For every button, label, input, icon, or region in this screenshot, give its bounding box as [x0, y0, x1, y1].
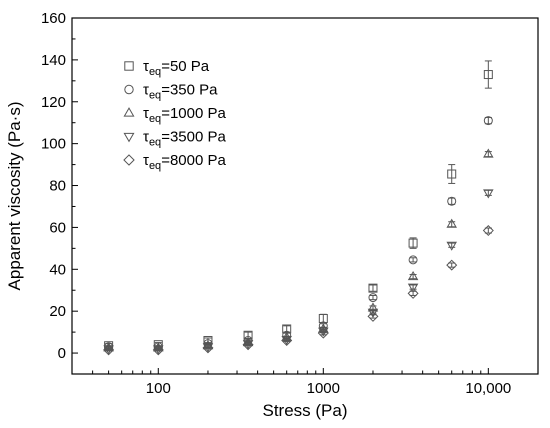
legend-entry-label: τeq=1000 Pa	[143, 105, 226, 125]
diamond-marker	[446, 259, 458, 271]
triangle-down-marker	[483, 189, 494, 199]
triangle-down-marker	[367, 308, 379, 318]
y-tick-label: 40	[49, 261, 66, 278]
y-tick-label: 60	[49, 219, 66, 236]
series-layer	[103, 60, 494, 356]
triangle-up-marker	[407, 271, 419, 281]
triangle-down-marker	[242, 340, 254, 350]
y-tick-label: 100	[41, 136, 66, 153]
y-axis: 0 20 40 60 80 100 120 140 160	[41, 10, 78, 362]
y-tick-label: 80	[49, 178, 66, 195]
legend-entry-label: τeq=8000 Pa	[143, 152, 226, 172]
square-marker	[368, 283, 378, 293]
square-marker	[408, 238, 418, 248]
diamond-marker	[152, 344, 164, 356]
square-marker	[124, 61, 134, 71]
x-axis: 100 1000 10,000	[71, 368, 539, 397]
triangle-down-marker	[446, 241, 457, 251]
diamond-marker	[317, 327, 329, 339]
circle-marker	[368, 293, 378, 303]
plot-frame	[71, 17, 539, 375]
triangle-down-marker	[153, 345, 164, 355]
triangle-down-marker	[123, 132, 135, 143]
series-diamond	[103, 225, 494, 356]
y-axis-title: Apparent viscosity (Pa·s)	[5, 102, 24, 291]
triangle-up-marker	[446, 218, 457, 228]
x-axis-title: Stress (Pa)	[262, 401, 347, 420]
diamond-marker	[482, 225, 494, 237]
circle-marker	[483, 116, 493, 126]
x-tick-label: 1000	[307, 380, 340, 397]
triangle-down-marker	[202, 343, 214, 353]
square-marker	[483, 70, 493, 80]
diamond-marker	[123, 154, 135, 166]
legend-entry-label: τeq=350 Pa	[143, 82, 218, 102]
series-triangle-up	[103, 148, 494, 352]
circle-marker	[408, 255, 418, 265]
diamond-marker	[103, 344, 115, 356]
y-tick-label: 0	[58, 345, 66, 362]
diamond-marker	[242, 339, 254, 351]
diamond-marker	[281, 334, 293, 347]
y-tick-label: 160	[41, 10, 66, 27]
x-tick-label: 10,000	[465, 380, 511, 397]
circle-marker	[124, 84, 134, 95]
diamond-marker	[407, 287, 419, 299]
diamond-marker	[202, 342, 214, 354]
square-marker	[318, 314, 328, 324]
y-tick-label: 140	[41, 52, 66, 69]
circle-marker	[447, 196, 457, 206]
diamond-marker	[367, 310, 379, 322]
legend-entry-label: τeq=3500 Pa	[143, 129, 226, 149]
triangle-down-marker	[103, 345, 114, 355]
series-triangle-down	[103, 189, 494, 355]
triangle-down-marker	[407, 283, 419, 293]
legend: τeq=50 Pa τeq=350 Pa τeq=1000 Pa τeq=3500 P…	[123, 58, 226, 172]
square-marker	[447, 169, 457, 179]
x-tick-label: 100	[146, 380, 171, 397]
y-tick-label: 120	[41, 94, 66, 111]
triangle-up-marker	[123, 107, 135, 117]
legend-entry-label: τeq=50 Pa	[143, 58, 210, 78]
triangle-up-marker	[483, 148, 494, 158]
triangle-down-marker	[281, 335, 292, 346]
y-tick-label: 20	[49, 303, 66, 320]
